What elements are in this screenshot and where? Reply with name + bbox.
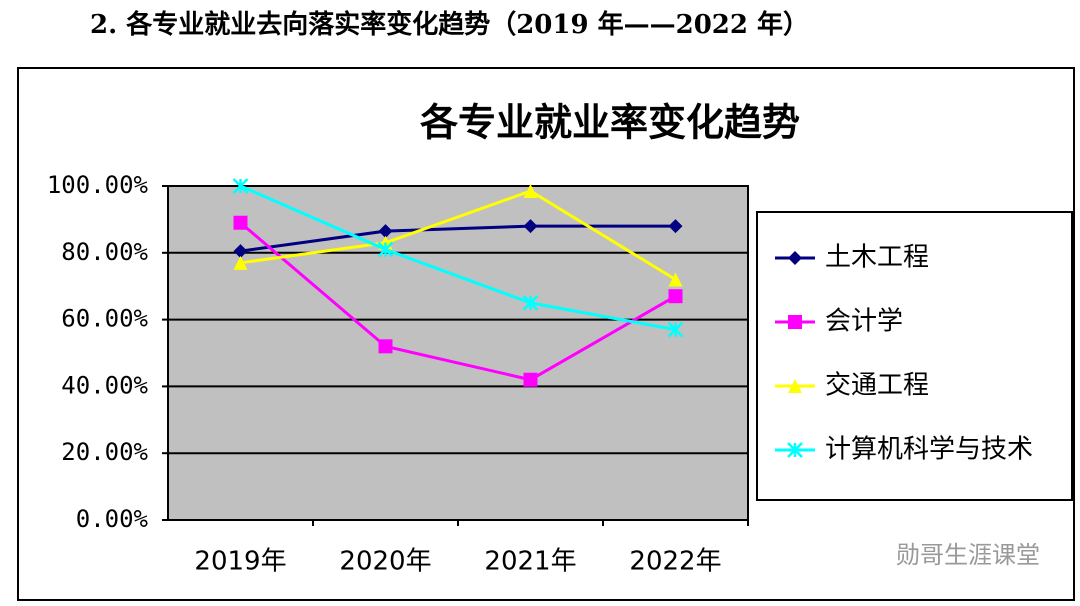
series-line — [240, 189, 677, 281]
data-point — [233, 244, 248, 259]
x-tick-label: 2022年 — [629, 547, 721, 577]
x-tick-label: 2019年 — [194, 547, 286, 577]
watermark: 勋哥生涯课堂 — [896, 541, 1040, 569]
data-point — [667, 321, 684, 338]
series-line — [239, 184, 676, 332]
legend-box — [756, 211, 1073, 501]
page-heading: 2. 各专业就业去向落实率变化趋势（2019 年——2022 年） — [90, 9, 809, 40]
y-tick-label: 0.00% — [76, 505, 149, 533]
data-point — [523, 219, 538, 234]
series-line — [240, 224, 676, 253]
x-tick-label: 2021年 — [484, 547, 576, 577]
data-point — [378, 224, 393, 239]
data-point — [233, 215, 248, 230]
y-tick-label: 80.00% — [61, 238, 148, 266]
legend-label: 土木工程 — [825, 243, 929, 273]
data-point — [668, 289, 683, 304]
data-point — [233, 255, 248, 270]
data-point — [378, 339, 393, 354]
legend-marker — [788, 315, 802, 329]
legend-marker — [788, 379, 802, 393]
legend-marker — [787, 442, 803, 458]
data-point — [668, 272, 683, 287]
data-point — [232, 178, 249, 194]
data-point — [523, 372, 538, 387]
y-tick-label: 20.00% — [61, 438, 148, 466]
legend-label: 会计学 — [825, 307, 903, 337]
legend-marker — [788, 251, 802, 265]
chart-title: 各专业就业率变化趋势 — [420, 101, 800, 145]
y-tick-label: 60.00% — [61, 305, 148, 333]
series-line — [239, 221, 677, 382]
data-point — [522, 295, 539, 311]
y-tick-label: 40.00% — [61, 371, 148, 399]
data-point — [377, 241, 394, 258]
x-tick-label: 2020年 — [339, 547, 431, 577]
y-tick-label: 100.00% — [47, 171, 149, 199]
legend-label: 计算机科学与技术 — [825, 435, 1033, 465]
data-point — [523, 184, 538, 199]
legend-label: 交通工程 — [825, 371, 929, 401]
data-point — [668, 219, 683, 234]
